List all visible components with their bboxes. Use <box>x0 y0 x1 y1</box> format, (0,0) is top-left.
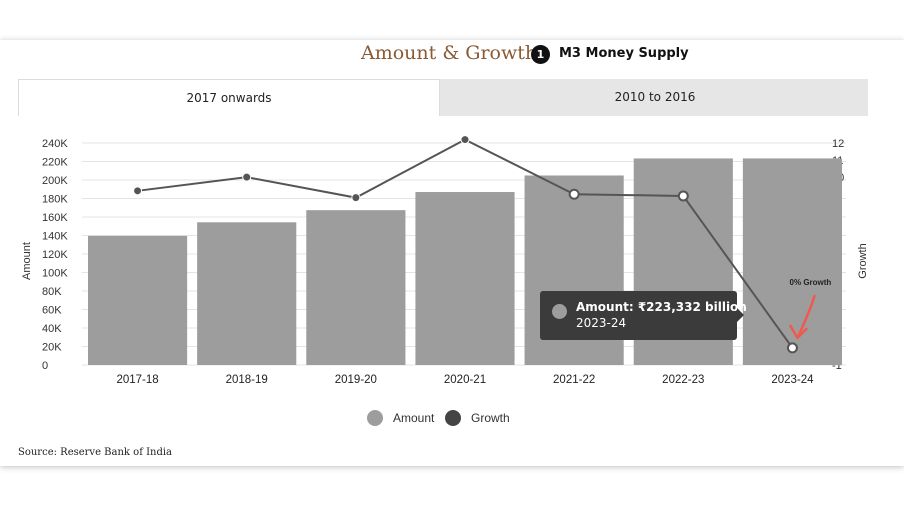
y-tick-label: 0 <box>42 360 48 372</box>
x-tick-label: 2022-23 <box>662 374 704 386</box>
y-axis-label: Amount <box>21 242 33 280</box>
tab-2010-to-2016[interactable]: 2010 to 2016 <box>614 90 696 104</box>
y-tick-label: 40K <box>42 323 62 335</box>
x-tick-label: 2017-18 <box>116 374 158 386</box>
annotation-arrow <box>797 294 816 338</box>
y2-axis-label: Growth <box>857 243 869 278</box>
growth-point-2019-20 <box>351 193 361 203</box>
chart-title: Amount & Growth <box>361 42 538 64</box>
tooltip-pointer <box>737 308 744 322</box>
chart-subtitle: M3 Money Supply <box>559 46 689 61</box>
y-tick-label: 160K <box>42 212 68 224</box>
x-tick-label: 2020-21 <box>444 374 486 386</box>
y-tick-label: 60K <box>42 305 62 317</box>
growth-point-2022-23 <box>677 190 689 202</box>
tab-2017-onwards[interactable]: 2017 onwards <box>18 79 440 116</box>
y-tick-label: 220K <box>42 157 68 169</box>
growth-point-2020-21 <box>460 135 470 145</box>
y-tick-label: 120K <box>42 249 68 261</box>
y-tick-label: 80K <box>42 286 62 298</box>
source-note: Source: Reserve Bank of India <box>18 447 173 458</box>
y2-tick-label: 12 <box>832 138 844 150</box>
y-tick-label: 240K <box>42 138 68 150</box>
y-tick-label: 20K <box>42 342 62 354</box>
legend-amount-swatch <box>367 410 383 426</box>
x-tick-label: 2018-19 <box>226 374 268 386</box>
x-tick-label: 2019-20 <box>335 374 377 386</box>
growth-annotation: 0% Growth <box>790 278 832 287</box>
bar-2018-19 <box>197 222 297 365</box>
x-tick-label: 2023-24 <box>771 374 814 386</box>
number-badge: 1 <box>531 45 550 64</box>
period-tabs: 2017 onwards 2010 to 2016 <box>18 79 868 116</box>
legend-growth-label: Growth <box>471 411 510 425</box>
growth-point-2021-22 <box>568 188 580 200</box>
y-tick-label: 180K <box>42 194 68 206</box>
x-tick-label: 2021-22 <box>553 374 595 386</box>
tooltip: Amount: ₹223,332 billion 2023-24 <box>540 291 747 340</box>
growth-point-2018-19 <box>242 172 252 182</box>
legend-growth-swatch <box>445 410 461 426</box>
bar-2019-20 <box>306 210 406 365</box>
bar-2017-18 <box>88 235 188 365</box>
y-tick-label: 100K <box>42 268 68 280</box>
legend-amount-label: Amount <box>393 411 435 425</box>
tooltip-category: 2023-24 <box>576 316 627 330</box>
bar-2020-21 <box>415 192 515 365</box>
chart-header: Amount & Growth 1 M3 Money Supply <box>0 42 904 70</box>
y-tick-label: 140K <box>42 231 68 243</box>
growth-point-2017-18 <box>133 186 143 196</box>
growth-point-2023-24 <box>786 342 798 354</box>
tooltip-series-swatch <box>552 304 567 319</box>
y-tick-label: 200K <box>42 175 68 187</box>
tooltip-value: Amount: ₹223,332 billion <box>576 300 747 314</box>
y2-tick-label: -1 <box>832 360 842 372</box>
annotation-arrowhead <box>789 324 808 340</box>
bar-2023-24 <box>742 158 842 365</box>
